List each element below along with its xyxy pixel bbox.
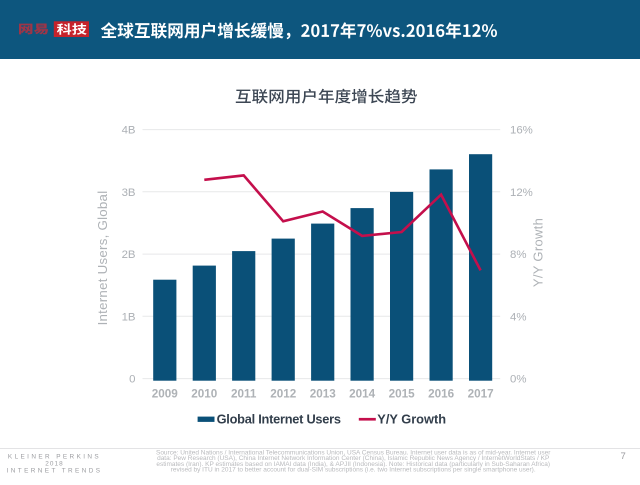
svg-text:2013: 2013: [310, 388, 337, 401]
svg-text:Internet Users, Global: Internet Users, Global: [95, 191, 110, 326]
svg-text:2B: 2B: [122, 249, 136, 261]
svg-text:Y/Y Growth: Y/Y Growth: [377, 412, 446, 427]
svg-text:4%: 4%: [510, 311, 526, 323]
svg-text:revised by ITU in 2017 to bett: revised by ITU in 2017 to better account…: [171, 467, 536, 474]
svg-text:2009: 2009: [152, 388, 179, 401]
svg-text:1B: 1B: [122, 311, 136, 323]
svg-text:2010: 2010: [191, 388, 218, 401]
svg-text:INTERNET TRENDS: INTERNET TRENDS: [7, 468, 103, 475]
svg-text:KLEINER PERKINS: KLEINER PERKINS: [8, 453, 101, 460]
svg-text:2012: 2012: [270, 388, 297, 401]
svg-text:2011: 2011: [231, 388, 257, 401]
svg-text:2017: 2017: [468, 388, 494, 401]
svg-text:Global Internet Users: Global Internet Users: [217, 412, 341, 427]
svg-text:Source: United Nations / Inter: Source: United Nations / International T…: [156, 449, 551, 456]
svg-text:0: 0: [129, 374, 135, 386]
svg-text:2015: 2015: [389, 388, 416, 401]
svg-text:12%: 12%: [510, 187, 533, 199]
svg-text:2016: 2016: [428, 388, 455, 401]
svg-text:Y/Y Growth: Y/Y Growth: [531, 218, 546, 287]
svg-text:0%: 0%: [510, 374, 526, 386]
svg-text:4B: 4B: [122, 125, 136, 137]
svg-text:data: Pew Research (USA), Chin: data: Pew Research (USA), China Internet…: [157, 455, 549, 462]
svg-text:estimates (Iran). KP estimates: estimates (Iran). KP estimates based on …: [156, 461, 550, 468]
svg-text:7: 7: [621, 451, 626, 462]
svg-text:3B: 3B: [122, 187, 136, 199]
svg-text:16%: 16%: [510, 125, 533, 137]
svg-text:8%: 8%: [510, 249, 526, 261]
svg-text:2014: 2014: [349, 388, 376, 401]
svg-text:2018: 2018: [45, 460, 64, 467]
